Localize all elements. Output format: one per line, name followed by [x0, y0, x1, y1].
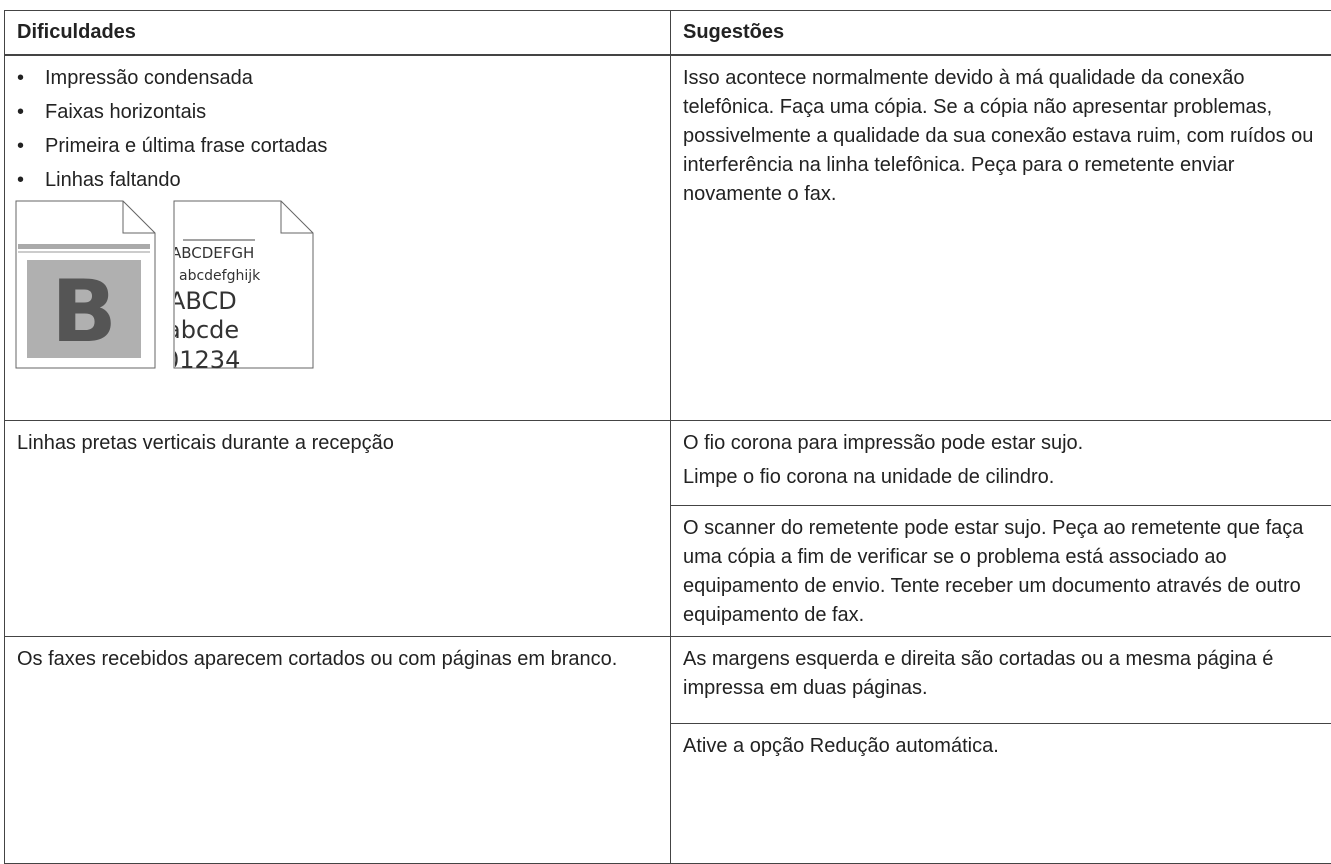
- troubleshooting-table: Dificuldades Sugestões Impressão condens…: [4, 10, 1331, 864]
- suggestion-cell: O scanner do remetente pode estar sujo. …: [671, 505, 1331, 636]
- paragraph: Limpe o fio corona na unidade de cilindr…: [683, 463, 1330, 492]
- suggestion-cell: Isso acontece normalmente devido à má qu…: [671, 55, 1331, 420]
- paragraph: Isso acontece normalmente devido à má qu…: [683, 64, 1330, 209]
- illustration: B ABCDEFGH abcdefghijk ABCD abcde 01234: [15, 200, 325, 370]
- banding: [18, 244, 150, 249]
- figure-text: ABCD: [169, 287, 237, 315]
- paragraph: O fio corona para impressão pode estar s…: [683, 429, 1330, 458]
- suggestion-cell: Ative a opção Redução automática.: [671, 723, 1331, 863]
- suggestion-cell: As margens esquerda e direita são cortad…: [671, 636, 1331, 723]
- difficulty-cell: Linhas pretas verticais durante a recepç…: [5, 420, 671, 636]
- figure-text: abcde: [166, 316, 239, 344]
- difficulty-cell: Os faxes recebidos aparecem cortados ou …: [5, 636, 671, 863]
- header-row: Dificuldades Sugestões: [5, 11, 1331, 56]
- page: {"table": { "headers": ["Dificuldades", …: [0, 0, 1331, 801]
- paragraph: O scanner do remetente pode estar sujo. …: [683, 514, 1330, 630]
- list-item: Impressão condensada: [17, 64, 660, 93]
- difficulty-cell: Impressão condensada Faixas horizontais …: [5, 55, 671, 420]
- suggestion-cell: O fio corona para impressão pode estar s…: [671, 420, 1331, 505]
- figure-text: ABCDEFGH: [171, 244, 254, 262]
- row: Impressão condensada Faixas horizontais …: [5, 55, 1331, 420]
- paragraph: As margens esquerda e direita são cortad…: [683, 645, 1330, 703]
- header-cell: Sugestões: [671, 11, 1331, 56]
- list-item: Linhas faltando: [17, 166, 660, 195]
- header-cell: Dificuldades: [5, 11, 671, 56]
- row: Linhas pretas verticais durante a recepç…: [5, 420, 1331, 505]
- figure-text: abcdefghijk: [179, 268, 261, 284]
- row: Os faxes recebidos aparecem cortados ou …: [5, 636, 1331, 723]
- figure-letter: B: [51, 262, 117, 362]
- figure-text: 01234: [164, 346, 240, 370]
- list-item: Faixas horizontais: [17, 98, 660, 127]
- list-item: Primeira e última frase cortadas: [17, 132, 660, 161]
- symptom-list: Impressão condensada Faixas horizontais …: [17, 64, 660, 195]
- paragraph: Ative a opção Redução automática.: [683, 732, 1330, 761]
- page-body: Dificuldades Sugestões Impressão condens…: [0, 0, 1331, 801]
